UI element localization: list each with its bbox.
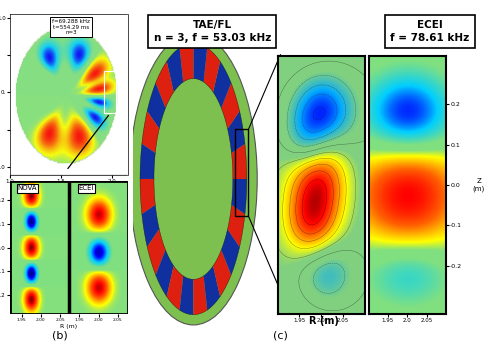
- Bar: [236, 129, 248, 216]
- Polygon shape: [204, 266, 220, 310]
- Polygon shape: [232, 144, 247, 179]
- Polygon shape: [204, 48, 220, 92]
- Polygon shape: [142, 111, 159, 153]
- Polygon shape: [213, 250, 231, 297]
- Polygon shape: [222, 83, 240, 129]
- Text: ECEI
f = 78.61 kHz: ECEI f = 78.61 kHz: [390, 20, 469, 43]
- Text: NOVA: NOVA: [18, 185, 38, 192]
- Ellipse shape: [130, 33, 257, 325]
- Polygon shape: [156, 61, 174, 108]
- Bar: [10, 181, 69, 314]
- Bar: [104, 72, 117, 113]
- Polygon shape: [156, 250, 174, 297]
- Polygon shape: [140, 179, 156, 214]
- Text: ECEI: ECEI: [78, 185, 94, 192]
- Polygon shape: [222, 229, 240, 275]
- Polygon shape: [180, 276, 194, 315]
- Polygon shape: [180, 43, 194, 82]
- Polygon shape: [140, 144, 156, 179]
- Text: f=69.288 kHz
t=554.29 ms
n=3: f=69.288 kHz t=554.29 ms n=3: [52, 19, 90, 35]
- X-axis label: R (m): R (m): [60, 185, 78, 190]
- Polygon shape: [142, 205, 159, 247]
- Polygon shape: [166, 48, 183, 92]
- Text: TAE/FL
n = 3, f = 53.03 kHz: TAE/FL n = 3, f = 53.03 kHz: [154, 20, 271, 43]
- Text: (b): (b): [52, 330, 68, 340]
- Text: R (m): R (m): [309, 316, 339, 326]
- Polygon shape: [194, 276, 207, 315]
- Y-axis label: Z
(m): Z (m): [473, 178, 485, 192]
- Bar: [69, 181, 128, 314]
- Polygon shape: [232, 179, 247, 214]
- Polygon shape: [194, 43, 207, 82]
- Polygon shape: [147, 229, 166, 275]
- Polygon shape: [166, 266, 183, 310]
- Polygon shape: [213, 61, 231, 108]
- Text: (c): (c): [272, 330, 287, 340]
- X-axis label: R (m): R (m): [60, 324, 78, 329]
- Polygon shape: [228, 205, 245, 247]
- Polygon shape: [147, 83, 166, 129]
- Polygon shape: [228, 111, 245, 153]
